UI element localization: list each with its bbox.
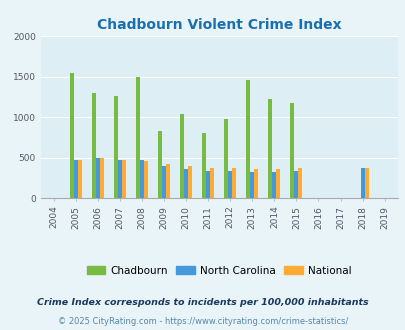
Bar [184,169,188,198]
Bar [206,171,210,198]
Bar [224,119,228,198]
Bar [74,160,78,198]
Bar [228,171,232,198]
Bar [92,93,96,198]
Bar [114,96,118,198]
Bar [158,131,162,198]
Bar [232,168,236,198]
Bar [166,164,170,198]
Bar [268,99,272,198]
Legend: Chadbourn, North Carolina, National: Chadbourn, North Carolina, National [82,261,355,280]
Bar [254,169,258,198]
Bar [144,161,148,198]
Text: Crime Index corresponds to incidents per 100,000 inhabitants: Crime Index corresponds to incidents per… [37,298,368,307]
Bar [96,158,100,198]
Bar [298,169,302,198]
Bar [136,77,140,198]
Bar [276,169,279,198]
Text: © 2025 CityRating.com - https://www.cityrating.com/crime-statistics/: © 2025 CityRating.com - https://www.city… [58,317,347,326]
Bar [272,172,276,198]
Bar [360,169,364,198]
Bar [162,166,166,198]
Bar [294,171,298,198]
Bar [188,166,192,198]
Bar [100,158,104,198]
Title: Chadbourn Violent Crime Index: Chadbourn Violent Crime Index [97,18,341,32]
Bar [122,160,126,198]
Bar [210,168,214,198]
Bar [364,168,368,198]
Bar [78,160,82,198]
Bar [140,160,144,198]
Bar [70,73,74,198]
Bar [290,103,294,198]
Bar [202,133,206,198]
Bar [246,80,250,198]
Bar [250,172,254,198]
Bar [180,114,184,198]
Bar [118,160,122,198]
